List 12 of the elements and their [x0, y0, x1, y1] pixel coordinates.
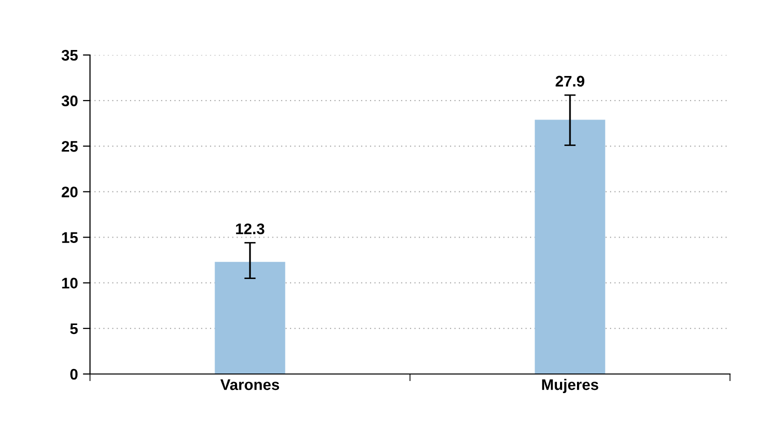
x-tick-label: Mujeres [542, 378, 598, 394]
y-tick-label: 35 [62, 50, 78, 61]
y-tick-label: 0 [70, 368, 78, 380]
y-tick-label: 15 [62, 232, 78, 243]
y-tick-label: 10 [62, 278, 78, 289]
data-label: 12.3 [236, 223, 264, 234]
data-label: 27.9 [556, 76, 584, 87]
y-tick-label: 30 [62, 95, 78, 106]
x-tick-label: Varones [220, 379, 280, 390]
y-tick-label: 5 [70, 323, 78, 334]
y-tick-label: 25 [62, 141, 78, 152]
y-tick-label: 20 [62, 186, 78, 198]
